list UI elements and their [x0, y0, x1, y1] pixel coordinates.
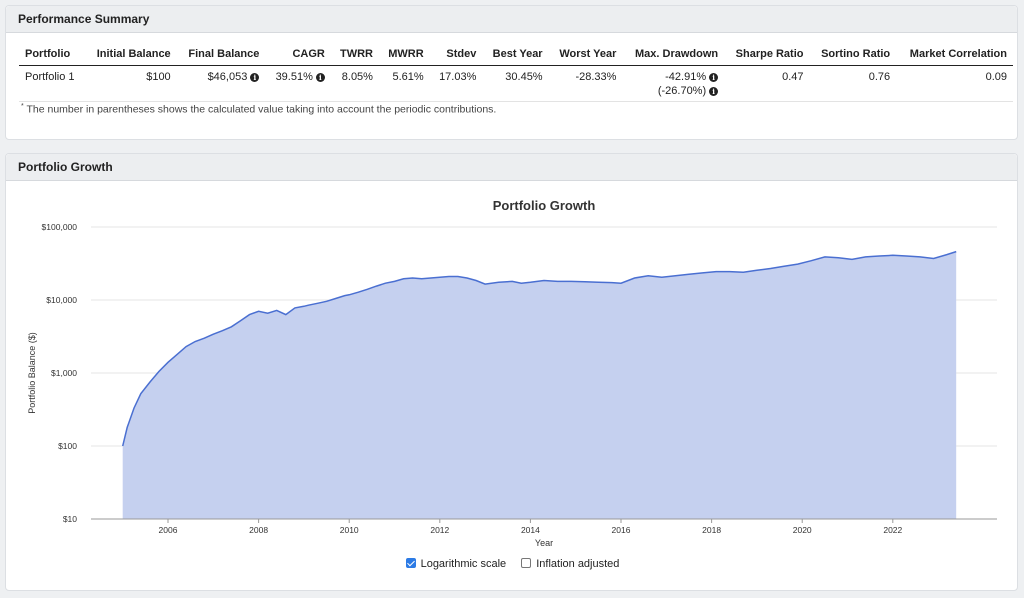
col-sortino-ratio: Sortino Ratio	[809, 44, 897, 66]
x-tick-label: 2016	[612, 525, 631, 535]
portfolio-growth-chart[interactable]: Portfolio Growth $10 $100 $1,000 $10,000 $100…	[6, 182, 1017, 554]
info-icon[interactable]: i	[315, 73, 325, 82]
inflation-checkbox[interactable]	[521, 558, 532, 568]
cell-final-balance: $46,053 i	[176, 65, 266, 102]
col-portfolio: Portfolio	[19, 44, 85, 66]
cell-market-correlation: 0.09	[896, 65, 1013, 102]
cell-worst-year: -28.33%	[548, 65, 623, 102]
footnote-mark: *	[21, 103, 24, 110]
log-scale-toggle[interactable]: Logarithmic scale	[405, 558, 507, 570]
log-scale-checkbox[interactable]	[405, 558, 416, 568]
table-header-row: Portfolio Initial Balance Final Balance …	[19, 44, 1013, 66]
cell-twrr: 8.05%	[330, 65, 379, 102]
x-tick-label: 2010	[340, 525, 359, 535]
table-row: Portfolio 1 $100 $46,053 i 39.51% i 8.05% …	[19, 65, 1013, 102]
info-icon[interactable]: i	[250, 73, 260, 82]
chart-options: Logarithmic scale Inflation adjusted	[6, 558, 1019, 570]
col-worst-year: Worst Year	[548, 44, 623, 66]
cagr-value: 39.51%	[275, 71, 313, 83]
performance-summary-panel: Performance Summary Portfolio Initial Ba…	[5, 5, 1018, 140]
y-tick-label: $100	[58, 441, 77, 451]
cell-cagr: 39.51% i	[265, 65, 331, 102]
x-tick-label: 2008	[249, 525, 268, 535]
cell-sortino-ratio: 0.76	[809, 65, 897, 102]
cell-max-drawdown: -42.91% i (-26.70%) i	[622, 65, 725, 102]
info-icon[interactable]: i	[709, 87, 719, 96]
y-axis-label: Portfolio Balance ($)	[27, 332, 37, 414]
col-stdev: Stdev	[429, 44, 483, 66]
col-mwrr: MWRR	[378, 44, 430, 66]
max-drawdown-value: -42.91%	[665, 71, 707, 83]
performance-table: Portfolio Initial Balance Final Balance …	[19, 44, 1013, 102]
cell-initial-balance: $100	[84, 65, 177, 102]
inflation-label: Inflation adjusted	[536, 558, 620, 570]
portfolio-growth-panel: Portfolio Growth Portfolio Growth $10 $100…	[5, 153, 1018, 591]
x-tick-label: 2020	[793, 525, 812, 535]
series-area	[122, 251, 957, 519]
x-tick-label: 2012	[430, 525, 449, 535]
max-drawdown-periodic-value: (-26.70%)	[657, 85, 707, 97]
col-final-balance: Final Balance	[176, 44, 266, 66]
cell-portfolio: Portfolio 1	[19, 65, 85, 102]
log-scale-label: Logarithmic scale	[420, 558, 507, 570]
series-line	[121, 250, 957, 447]
inflation-toggle[interactable]: Inflation adjusted	[521, 558, 619, 570]
col-market-correlation: Market Correlation	[896, 44, 1013, 66]
cell-mwrr: 5.61%	[378, 65, 430, 102]
footnote-text: The number in parentheses shows the calc…	[26, 103, 497, 116]
footnote: * The number in parentheses shows the ca…	[21, 103, 496, 116]
info-icon[interactable]: i	[709, 73, 719, 82]
cell-stdev: 17.03%	[429, 65, 483, 102]
x-tick-label: 2006	[159, 525, 178, 535]
y-tick-label: $100,000	[42, 222, 78, 232]
x-tick-label: 2018	[702, 525, 721, 535]
x-axis-label: Year	[535, 538, 553, 548]
cell-best-year: 30.45%	[482, 65, 549, 102]
x-tick-label: 2022	[883, 525, 902, 535]
y-tick-label: $10,000	[46, 295, 77, 305]
col-sharpe-ratio: Sharpe Ratio	[724, 44, 810, 66]
final-balance-value: $46,053	[207, 71, 248, 83]
chart-title: Portfolio Growth	[493, 198, 596, 213]
col-initial-balance: Initial Balance	[84, 44, 177, 66]
col-max-drawdown: Max. Drawdown	[622, 44, 725, 66]
col-cagr: CAGR	[265, 44, 331, 66]
x-tick-label: 2014	[521, 525, 540, 535]
col-best-year: Best Year	[482, 44, 549, 66]
col-twrr: TWRR	[330, 44, 379, 66]
y-tick-label: $10	[63, 514, 77, 524]
y-tick-label: $1,000	[51, 368, 77, 378]
cell-sharpe-ratio: 0.47	[724, 65, 810, 102]
performance-summary-title: Performance Summary	[6, 6, 1017, 33]
portfolio-growth-title: Portfolio Growth	[6, 154, 1017, 181]
